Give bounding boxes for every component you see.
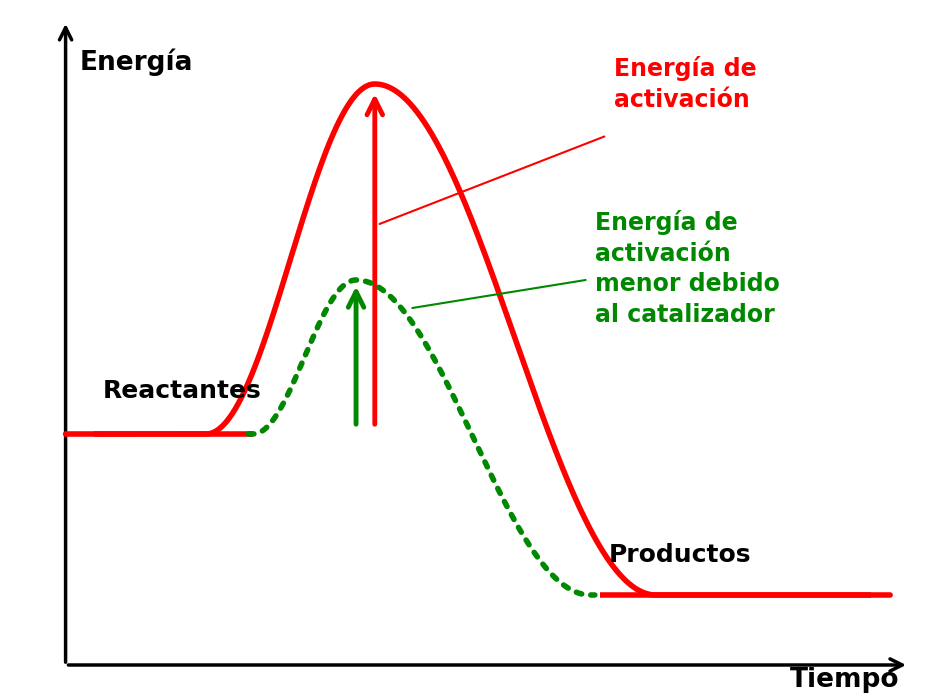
Text: Reactantes: Reactantes [103, 379, 261, 402]
Text: Energía: Energía [80, 49, 193, 76]
Text: Energía de
activación: Energía de activación [613, 56, 755, 111]
Text: Productos: Productos [608, 543, 751, 567]
Text: Tiempo: Tiempo [789, 667, 899, 693]
Text: Energía de
activación
menor debido
al catalizador: Energía de activación menor debido al ca… [594, 210, 779, 327]
